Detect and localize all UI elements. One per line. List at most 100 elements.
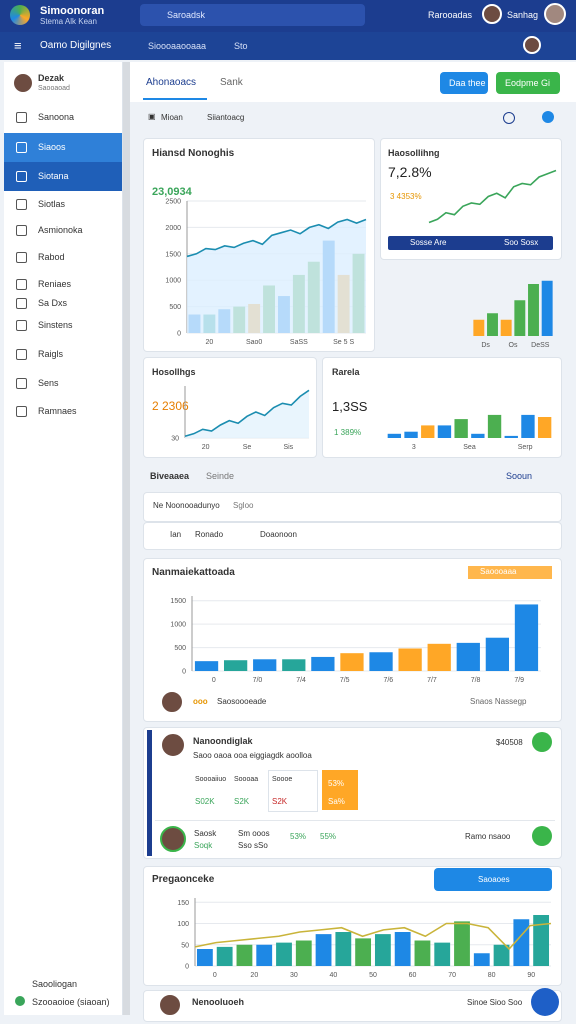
x-tick-label: 30 <box>290 972 298 979</box>
filter[interactable]: Mioan <box>161 113 183 122</box>
nav-item[interactable]: Sanoona <box>38 112 75 122</box>
nav-item[interactable]: Raigls <box>38 349 64 359</box>
button-label: Saoaoes <box>478 875 510 884</box>
x-tick-label: 20 <box>205 339 213 346</box>
stat-box <box>322 770 358 810</box>
divider <box>155 820 555 821</box>
card-title: Hosollhgs <box>152 367 196 377</box>
chart: 0 500 1000 1500 0 7/0 7/4 7/5 7/6 7/7 7/8 7/9 <box>170 596 541 684</box>
cell: Saosk <box>194 829 217 838</box>
progress-bar <box>388 236 553 250</box>
fab[interactable] <box>531 988 559 1016</box>
chart: Ds Os DeSS <box>473 280 553 349</box>
breadcrumb[interactable]: Ne Noonooadunyo <box>153 501 220 510</box>
bar <box>340 653 364 671</box>
bar <box>282 659 306 671</box>
nav-item[interactable]: Siotana <box>38 171 69 181</box>
icon[interactable] <box>503 112 515 124</box>
nav-item[interactable]: Rabod <box>38 252 65 262</box>
avatar[interactable] <box>544 3 566 25</box>
filter[interactable]: ▣ <box>148 112 156 121</box>
card-title: Rarela <box>332 367 360 377</box>
nav-item[interactable]: Siaoos <box>38 142 66 152</box>
nav-icon <box>16 298 27 309</box>
item-amount: Ramo nsaoo <box>465 832 511 841</box>
bar <box>437 425 452 438</box>
x-tick-label: 7/8 <box>471 677 481 684</box>
app-subtitle: Stema Alk Kean <box>40 17 97 26</box>
status-dot <box>15 996 25 1006</box>
nav-item[interactable]: Sa Dxs <box>38 298 68 308</box>
icon[interactable] <box>542 111 554 123</box>
bar <box>485 637 510 671</box>
stat-value: S2K <box>234 797 250 806</box>
card-change: 1 389% <box>334 428 362 437</box>
check[interactable] <box>532 732 552 752</box>
sidebar <box>4 62 123 1015</box>
panel-footer-right[interactable]: Snaos Nassegp <box>470 697 527 706</box>
button[interactable] <box>434 868 552 891</box>
filter[interactable]: Siiantoacg <box>207 113 245 122</box>
y-tick-label: 0 <box>182 669 186 676</box>
x-tick-label: DeSS <box>531 342 550 349</box>
nav-item[interactable]: Sinstens <box>38 320 73 330</box>
tool[interactable]: Ian <box>170 530 182 539</box>
bar <box>533 915 550 966</box>
search-box[interactable] <box>140 4 365 26</box>
avatar[interactable] <box>523 36 541 54</box>
nav-item[interactable]: Sens <box>38 378 59 388</box>
logo[interactable] <box>10 5 30 25</box>
bar <box>487 414 502 438</box>
button[interactable] <box>440 72 488 94</box>
bar <box>500 319 512 336</box>
nav-item[interactable]: Ramnaes <box>38 406 77 416</box>
line <box>194 922 552 951</box>
nav-icon <box>16 252 27 263</box>
nav-link[interactable]: Sto <box>234 41 248 51</box>
section-action[interactable]: Sooun <box>506 471 533 481</box>
x-tick-label: Se 5 S <box>333 339 354 346</box>
item-subtitle: Saoo oaoa ooa eiggiagdk aoolloa <box>193 751 312 760</box>
panel-footer: Saosoooeade <box>217 697 267 706</box>
button[interactable] <box>496 72 560 94</box>
nav-item[interactable]: Reniaes <box>38 279 72 289</box>
nav-menu[interactable]: Sioooaaooaaa <box>148 41 207 51</box>
bar <box>369 652 393 671</box>
nav-item[interactable]: Siotlas <box>38 199 66 209</box>
tab-active[interactable]: Ahonaoacs <box>146 77 197 88</box>
avatar[interactable] <box>482 4 502 24</box>
menu-icon[interactable]: ≡ <box>14 38 22 53</box>
accent <box>147 730 152 856</box>
y-tick-label: 30 <box>171 436 179 443</box>
bar <box>256 944 273 966</box>
button-label: Eodpme Gi <box>505 78 551 88</box>
bar <box>421 425 435 438</box>
tool[interactable]: Ronado <box>195 530 224 539</box>
section-subtitle: Seinde <box>206 471 235 481</box>
chart <box>428 169 557 224</box>
tab-indicator <box>143 98 207 100</box>
sidebar-footer[interactable]: Saooliogan <box>32 979 78 989</box>
stat-label: Soooe <box>272 776 293 783</box>
x-tick-label: Se <box>243 444 252 451</box>
scrollbar[interactable] <box>123 62 130 1015</box>
bar <box>335 932 352 966</box>
bar <box>541 280 553 336</box>
user-menu[interactable]: Rarooadas <box>428 10 473 20</box>
check[interactable] <box>532 826 552 846</box>
x-tick-label: 0 <box>212 677 216 684</box>
bar <box>514 604 539 671</box>
avatar <box>160 826 186 852</box>
sidebar-footer[interactable]: Szooaoioe (siaoan) <box>32 997 110 1007</box>
avatar <box>160 732 186 758</box>
nav-item[interactable]: Asmionoka <box>38 225 83 235</box>
chart: 3 Sea Serp <box>387 414 552 451</box>
avatar <box>158 993 182 1017</box>
tab[interactable]: Sank <box>220 77 243 88</box>
bar <box>454 921 470 966</box>
card <box>143 990 562 1022</box>
y-tick-label: 150 <box>177 900 189 907</box>
y-tick-label: 0 <box>177 331 181 338</box>
stat-value: S2K <box>272 797 288 806</box>
tool[interactable]: Doaonoon <box>260 530 297 539</box>
